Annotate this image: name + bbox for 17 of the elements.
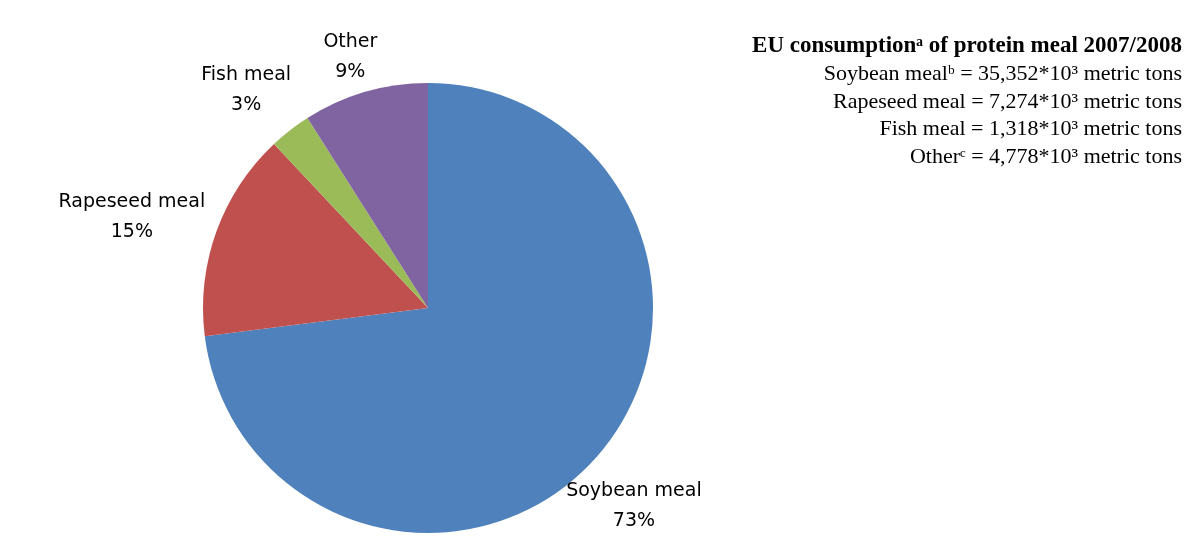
data-label: 15%	[110, 219, 153, 242]
slice-label: Rapeseed meal	[58, 189, 206, 212]
text: Rapeseed meal = 7,274*10³ metric tons	[833, 87, 1182, 113]
data-label: 9%	[335, 58, 366, 81]
pie-slice	[273, 118, 428, 308]
slice-label: Other	[323, 28, 378, 51]
data-label: 3%	[231, 91, 262, 114]
text: Soybean mealᵇ = 35,352*10³ metric tons	[823, 60, 1182, 85]
text: EU consumptionᵃ of protein meal 2007/2008	[752, 32, 1182, 57]
pie-slice	[307, 83, 428, 308]
pie-slice	[204, 83, 653, 533]
slice-label: Soybean meal	[566, 477, 702, 500]
data-label: 73%	[612, 507, 656, 530]
pie-slice	[203, 143, 428, 337]
text: Fish meal = 1,318*10³ metric tons	[879, 115, 1182, 140]
text: Otherᶜ = 4,778*10³ metric tons	[909, 142, 1182, 168]
slice-label: Fish meal	[201, 61, 292, 84]
